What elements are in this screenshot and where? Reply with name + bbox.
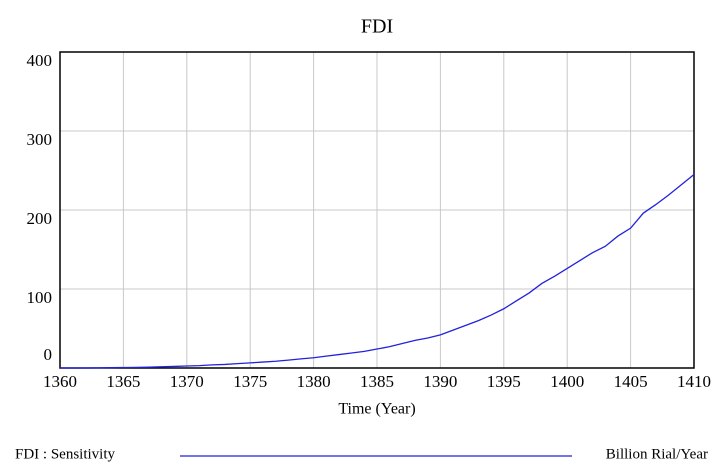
chart-title: FDI	[361, 16, 393, 38]
legend-label: FDI : Sensitivity	[15, 446, 116, 462]
legend-units: Billion Rial/Year	[606, 446, 708, 462]
x-tick-label: 1385	[360, 372, 394, 391]
y-tick-label: 300	[27, 130, 53, 149]
chart: FDI Time (Year) FDI : Sensitivity Billio…	[0, 0, 718, 468]
x-tick-label: 1375	[233, 372, 267, 391]
x-tick-label: 1400	[550, 372, 584, 391]
y-tick-label: 200	[27, 209, 53, 228]
x-tick-label: 1365	[106, 372, 140, 391]
x-tick-label: 1370	[170, 372, 204, 391]
x-tick-label: 1410	[677, 372, 711, 391]
x-tick-label: 1390	[423, 372, 457, 391]
y-tick-label: 400	[27, 51, 53, 70]
x-axis-label: Time (Year)	[338, 401, 415, 418]
x-tick-label: 1395	[487, 372, 521, 391]
y-tick-label: 0	[44, 345, 53, 364]
y-tick-label: 100	[27, 288, 53, 307]
x-tick-label: 1405	[614, 372, 648, 391]
x-tick-label: 1380	[297, 372, 331, 391]
x-tick-label: 1360	[43, 372, 77, 391]
